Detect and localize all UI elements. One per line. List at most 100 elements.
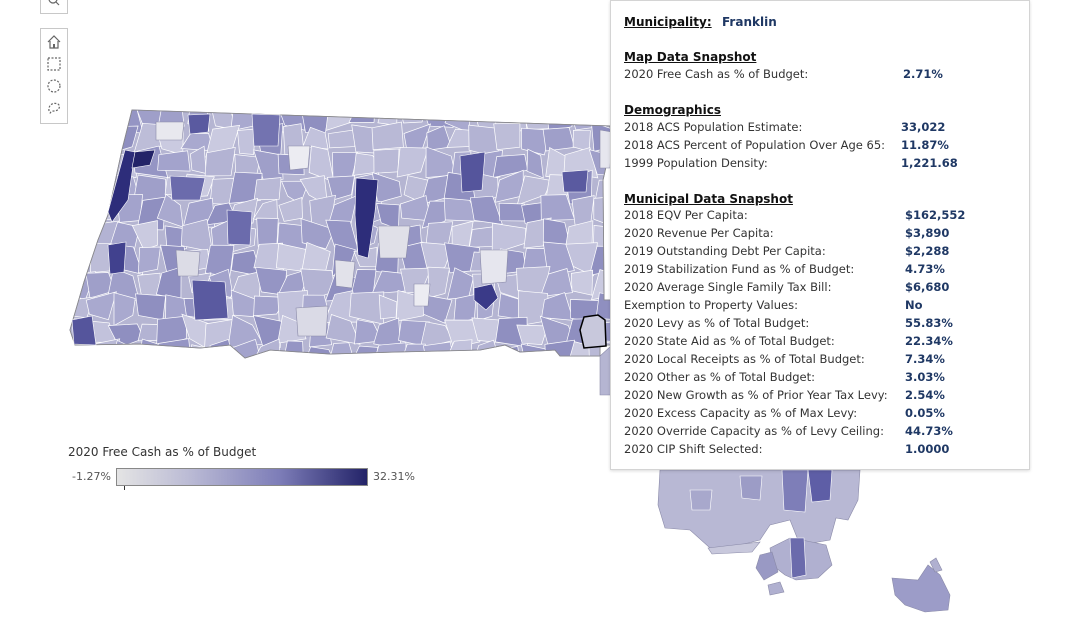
municipality-polygon[interactable] xyxy=(135,293,166,321)
tooltip-row-label: 2018 ACS Percent of Population Over Age … xyxy=(624,138,886,152)
municipality-polygon[interactable] xyxy=(131,220,158,251)
map-row-label: 2020 Free Cash as % of Budget: xyxy=(624,67,809,81)
lasso-select-icon[interactable] xyxy=(45,99,63,117)
municipality-polygon[interactable] xyxy=(377,104,399,126)
rectangle-select-icon[interactable] xyxy=(45,55,63,73)
municipality-polygon[interactable] xyxy=(253,177,282,201)
search-button[interactable] xyxy=(40,0,68,14)
municipality-polygon[interactable] xyxy=(493,123,521,151)
tooltip-row-value: $3,890 xyxy=(905,226,950,240)
state-border xyxy=(69,109,613,359)
municipality-polygon[interactable] xyxy=(516,175,552,206)
municipality-polygon[interactable] xyxy=(422,341,456,374)
tooltip-row-label: Exemption to Property Values: xyxy=(624,298,798,312)
municipality-polygon[interactable] xyxy=(137,246,161,274)
municipality-polygon[interactable] xyxy=(396,146,429,178)
tooltip-row-value: $162,552 xyxy=(905,208,966,222)
tooltip-row-value: 2.54% xyxy=(905,388,945,402)
municipality-polygon[interactable] xyxy=(327,175,355,201)
municipality-polygon[interactable] xyxy=(542,127,575,152)
municipality-polygon[interactable] xyxy=(327,128,359,149)
municipality-polygon[interactable] xyxy=(539,268,573,298)
municipality-polygon[interactable] xyxy=(595,292,621,321)
tooltip-row-label: 2020 Revenue Per Capita: xyxy=(624,226,774,240)
municipality-polygon[interactable] xyxy=(302,126,329,150)
municipality-polygon[interactable] xyxy=(204,146,236,177)
tooltip-row-label: 2020 Override Capacity as % of Levy Ceil… xyxy=(624,424,884,438)
municipality-polygon[interactable] xyxy=(60,171,88,202)
municipality-polygon[interactable] xyxy=(65,123,94,154)
selected-municipality-franklin[interactable] xyxy=(579,314,607,349)
tooltip-row-value: 33,022 xyxy=(901,120,946,134)
municipality-polygon[interactable] xyxy=(66,194,93,226)
municipality-polygon[interactable] xyxy=(425,221,454,246)
tooltip-row-label: 2020 Local Receipts as % of Total Budget… xyxy=(624,352,865,366)
municipality-polygon[interactable] xyxy=(252,315,283,349)
municipality-polygon[interactable] xyxy=(563,147,599,179)
municipality-polygon[interactable] xyxy=(60,223,93,252)
municipality-polygon[interactable] xyxy=(565,242,598,277)
municipality-polygon[interactable] xyxy=(300,218,336,250)
municipality-polygon[interactable] xyxy=(86,149,117,181)
municipality-polygon[interactable] xyxy=(422,294,453,324)
tooltip-row-label: 2020 New Growth as % of Prior Year Tax L… xyxy=(624,388,888,402)
map-row-value: 2.71% xyxy=(903,67,943,81)
light-towns[interactable] xyxy=(155,121,613,337)
tooltip-row-label: 2020 Average Single Family Tax Bill: xyxy=(624,280,832,294)
tooltip-row-label: 2019 Stabilization Fund as % of Budget: xyxy=(624,262,855,276)
municipality-polygon[interactable] xyxy=(469,195,503,225)
radial-select-icon[interactable] xyxy=(45,77,63,95)
municipality-polygon[interactable] xyxy=(204,244,235,277)
municipality-polygon[interactable] xyxy=(544,99,577,132)
municipality-polygon[interactable] xyxy=(227,338,264,370)
municipal-snapshot-heading: Municipal Data Snapshot xyxy=(624,192,793,206)
municipality-polygon[interactable] xyxy=(526,148,544,179)
municipality-polygon[interactable] xyxy=(237,128,256,155)
map-toolbar xyxy=(40,28,68,124)
municipality-polygon[interactable] xyxy=(348,108,376,123)
southeast-region[interactable] xyxy=(599,344,951,613)
legend-color-ramp xyxy=(116,468,368,486)
municipality-polygon[interactable] xyxy=(521,127,552,156)
tooltip-row-value: $6,680 xyxy=(905,280,950,294)
tooltip-row-value: No xyxy=(905,298,923,312)
municipality-polygon[interactable] xyxy=(136,196,167,231)
municipality-polygon[interactable] xyxy=(228,171,263,204)
municipality-polygon[interactable] xyxy=(373,148,400,174)
tooltip-row-label: 2018 EQV Per Capita: xyxy=(624,208,748,222)
municipality-polygon[interactable] xyxy=(325,314,361,345)
municipality-label: Municipality: xyxy=(624,15,712,29)
municipality-polygon[interactable] xyxy=(84,123,120,154)
municipality-polygon[interactable] xyxy=(570,269,594,296)
tooltip-row-label: 2020 Other as % of Total Budget: xyxy=(624,370,815,384)
municipality-polygon[interactable] xyxy=(64,345,95,369)
demographics-heading: Demographics xyxy=(624,103,721,117)
legend-title: 2020 Free Cash as % of Budget xyxy=(68,445,257,459)
municipality-name: Franklin xyxy=(722,15,777,29)
municipality-polygon[interactable] xyxy=(253,149,284,182)
tooltip-row-label: 2019 Outstanding Debt Per Capita: xyxy=(624,244,826,258)
legend-zero-tick xyxy=(124,486,125,490)
municipality-polygon[interactable] xyxy=(60,154,94,181)
home-icon[interactable] xyxy=(45,33,63,51)
municipality-polygon[interactable] xyxy=(186,344,211,371)
map-snapshot-heading: Map Data Snapshot xyxy=(624,50,757,64)
municipality-polygons[interactable] xyxy=(60,98,623,374)
municipality-polygon[interactable] xyxy=(86,101,118,131)
municipality-polygon[interactable] xyxy=(157,150,191,172)
tooltip-row-label: 2020 State Aid as % of Total Budget: xyxy=(624,334,835,348)
municipality-polygon[interactable] xyxy=(108,99,144,135)
tooltip-row-value: 4.73% xyxy=(905,262,945,276)
municipality-polygon[interactable] xyxy=(87,174,117,197)
dark-towns[interactable] xyxy=(71,113,589,346)
municipality-polygon[interactable] xyxy=(516,324,549,345)
tooltip-row-label: 2020 Excess Capacity as % of Max Levy: xyxy=(624,406,858,420)
municipality-polygon[interactable] xyxy=(499,345,522,367)
municipality-polygon[interactable] xyxy=(278,197,303,222)
tooltip-row-value: 44.73% xyxy=(905,424,953,438)
municipality-polygon[interactable] xyxy=(85,291,117,321)
municipality-polygon[interactable] xyxy=(157,338,192,369)
municipality-polygon[interactable] xyxy=(113,292,136,327)
municipality-polygon[interactable] xyxy=(542,241,575,276)
